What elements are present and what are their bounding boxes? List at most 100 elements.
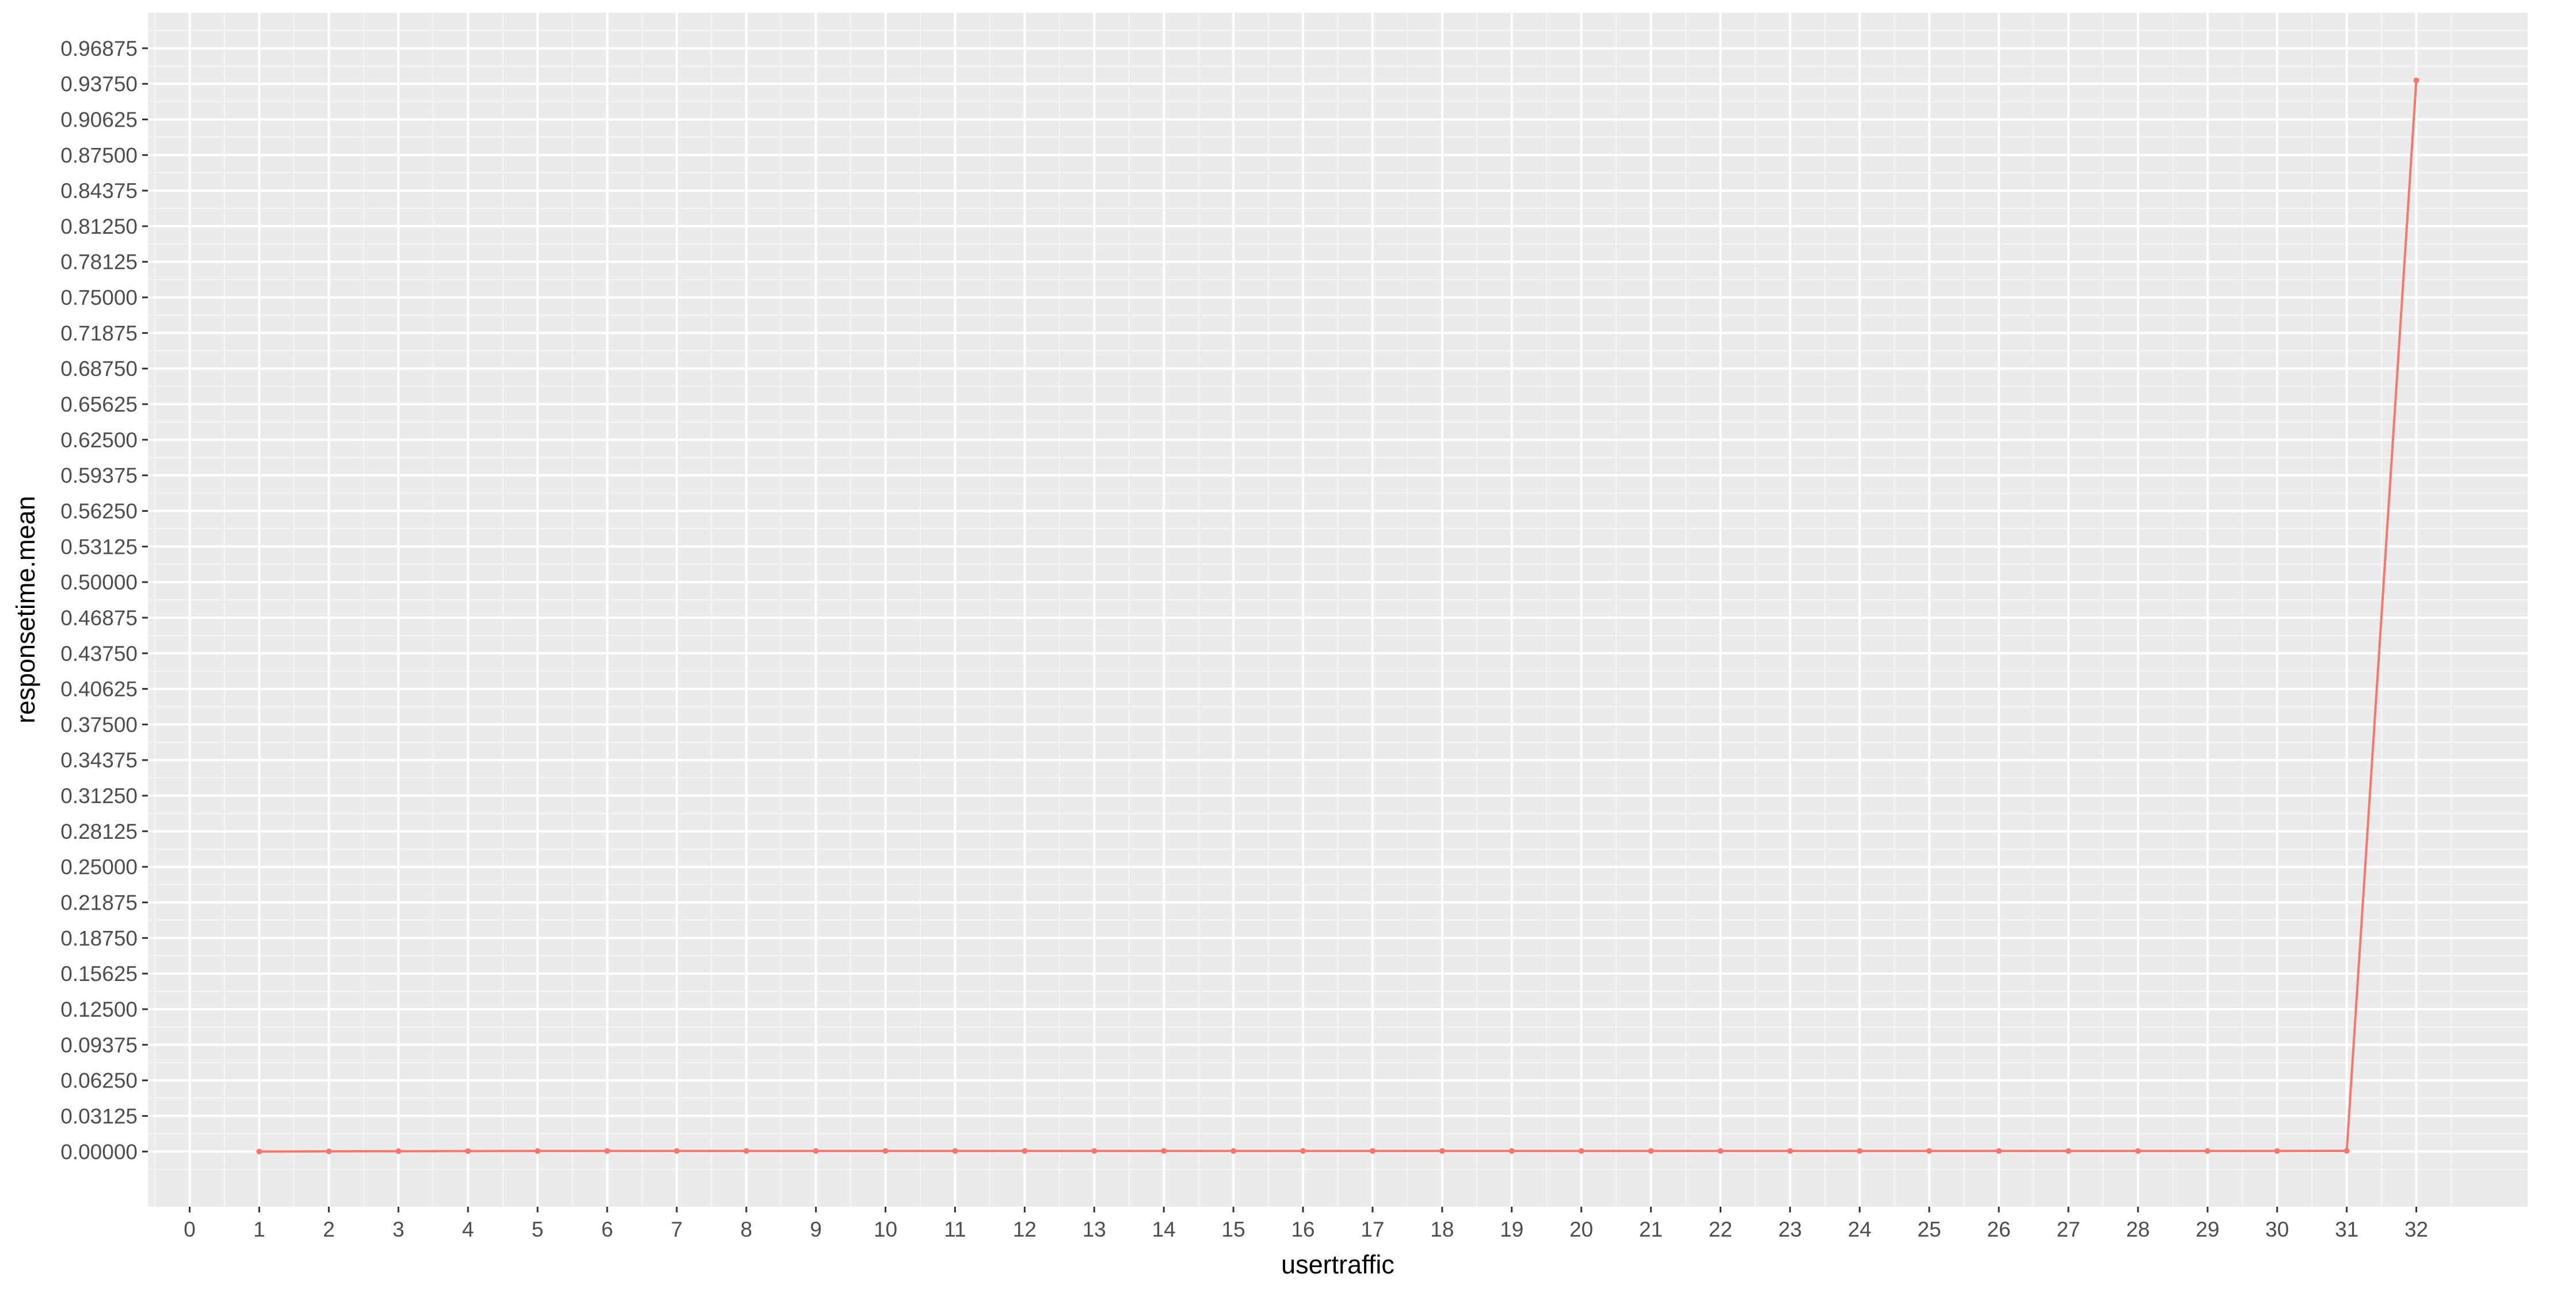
x-tick-label: 31 (2335, 1218, 2358, 1241)
data-point (1996, 1148, 2002, 1154)
data-point (326, 1148, 332, 1154)
data-point (465, 1148, 471, 1154)
data-point (1022, 1148, 1028, 1154)
x-tick-label: 28 (2126, 1218, 2150, 1241)
y-tick-label: 0.75000 (60, 286, 138, 310)
y-tick-label: 0.56250 (60, 499, 138, 523)
x-tick-label: 23 (1778, 1218, 1802, 1241)
data-point (2413, 77, 2419, 83)
data-point (2204, 1148, 2211, 1154)
y-tick-label: 0.18750 (60, 926, 138, 950)
y-tick-label: 0.03125 (60, 1104, 138, 1128)
x-tick-label: 29 (2196, 1218, 2219, 1241)
x-tick-label: 32 (2404, 1218, 2428, 1241)
x-tick-label: 12 (1013, 1218, 1037, 1241)
y-tick-label: 0.06250 (60, 1069, 138, 1093)
data-point (1926, 1148, 1933, 1154)
x-tick-label: 20 (1569, 1218, 1593, 1241)
x-tick-label: 6 (601, 1218, 613, 1241)
series-1 (256, 77, 2419, 1155)
x-tick-label: 9 (810, 1218, 822, 1241)
data-point (2274, 1148, 2280, 1154)
x-tick-label: 11 (944, 1218, 966, 1241)
y-tick-label: 0.43750 (60, 642, 138, 666)
y-tick-label: 0.50000 (60, 571, 138, 594)
x-tick-label: 17 (1361, 1218, 1384, 1241)
y-tick-label: 0.09375 (60, 1033, 138, 1057)
data-point (1230, 1148, 1237, 1154)
y-axis: 0.00000 0.03125 0.06250 0.09375 0.12500 0.156… (60, 37, 148, 1163)
y-tick-label: 0.90625 (60, 108, 138, 131)
data-point (952, 1148, 958, 1154)
y-tick-label: 0.53125 (60, 535, 138, 558)
y-tick-label: 0.65625 (60, 393, 138, 416)
x-tick-label: 22 (1709, 1218, 1732, 1241)
y-tick-label: 0.28125 (60, 820, 138, 843)
data-point (1648, 1148, 1654, 1154)
y-tick-label: 0.00000 (60, 1140, 138, 1163)
x-tick-label: 15 (1222, 1218, 1245, 1241)
data-point (673, 1148, 680, 1154)
x-tick-label: 3 (393, 1218, 405, 1241)
data-point (1508, 1148, 1515, 1154)
data-point (1717, 1148, 1724, 1154)
y-tick-label: 0.34375 (60, 748, 138, 772)
y-tick-label: 0.21875 (60, 891, 138, 915)
x-tick-label: 0 (184, 1218, 196, 1241)
grid-minor (148, 13, 2528, 1207)
y-tick-label: 0.25000 (60, 855, 138, 879)
y-tick-label: 0.81250 (60, 215, 138, 238)
x-tick-label: 8 (741, 1218, 753, 1241)
x-tick-label: 18 (1430, 1218, 1454, 1241)
x-tick-label: 25 (1918, 1218, 1941, 1241)
x-tick-label: 10 (874, 1218, 897, 1241)
y-tick-label: 0.46875 (60, 606, 138, 630)
data-point (535, 1148, 541, 1154)
x-tick-label: 2 (323, 1218, 335, 1241)
y-tick-label: 0.78125 (60, 250, 138, 274)
data-point (1787, 1148, 1793, 1154)
y-axis-title: responsetime.mean (11, 496, 40, 723)
y-tick-label: 0.15625 (60, 962, 138, 986)
data-point (1300, 1148, 1306, 1154)
data-point (1369, 1148, 1375, 1154)
y-tick-label: 0.87500 (60, 143, 138, 167)
data-point (604, 1148, 610, 1154)
y-tick-label: 0.84375 (60, 179, 138, 203)
data-point (395, 1148, 402, 1154)
x-tick-label: 5 (532, 1218, 544, 1241)
x-tick-label: 1 (253, 1218, 265, 1241)
x-tick-label: 13 (1083, 1218, 1106, 1241)
x-tick-label: 24 (1848, 1218, 1872, 1241)
y-tick-label: 0.40625 (60, 678, 138, 701)
x-tick-label: 21 (1639, 1218, 1663, 1241)
x-tick-label: 27 (2056, 1218, 2080, 1241)
x-axis-title: usertraffic (1281, 1250, 1394, 1279)
data-point (813, 1148, 819, 1154)
data-point (2343, 1148, 2350, 1154)
data-point (2135, 1148, 2141, 1154)
y-tick-label: 0.68750 (60, 357, 138, 381)
y-tick-label: 0.37500 (60, 713, 138, 736)
x-tick-label: 7 (671, 1218, 683, 1241)
data-point (1857, 1148, 1863, 1154)
x-tick-label: 30 (2265, 1218, 2289, 1241)
data-point (1091, 1148, 1098, 1154)
x-tick-label: 19 (1500, 1218, 1523, 1241)
y-tick-label: 0.12500 (60, 998, 138, 1021)
data-point (256, 1149, 262, 1155)
data-point (1439, 1148, 1445, 1154)
data-point (882, 1148, 889, 1154)
data-point (2066, 1148, 2072, 1154)
x-tick-label: 14 (1152, 1218, 1176, 1241)
series-line (259, 80, 2418, 1153)
data-point (1578, 1148, 1584, 1154)
y-tick-label: 0.96875 (60, 37, 138, 60)
y-tick-label: 0.59375 (60, 464, 138, 488)
y-tick-label: 0.71875 (60, 321, 138, 345)
y-tick-label: 0.93750 (60, 73, 138, 96)
x-axis: 0 1 2 3 4 5 6 7 8 9 10 11 12 13 14 15 16 17 18 19 20 21 22 23 24… (184, 1207, 2428, 1241)
data-point (1161, 1148, 1167, 1154)
x-tick-label: 16 (1291, 1218, 1314, 1241)
